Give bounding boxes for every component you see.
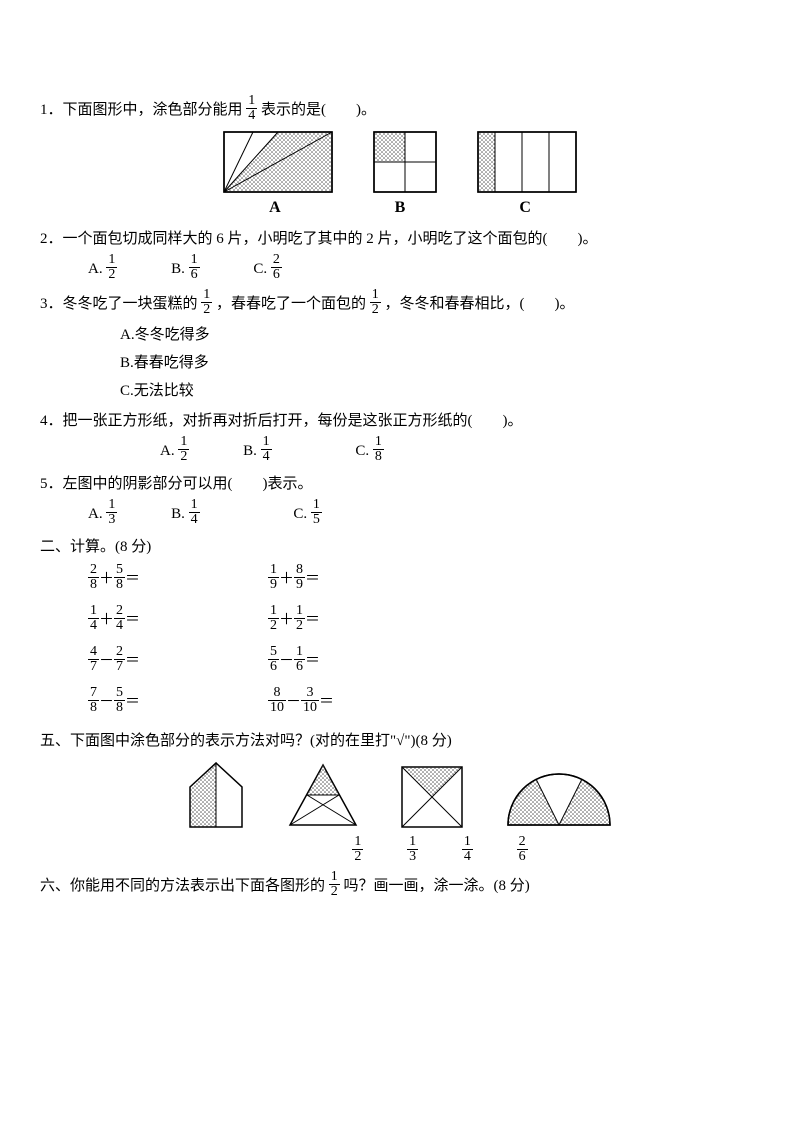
q1-fig-a [223,131,333,193]
section-5: 五、下面图中涂色部分的表示方法对吗？(对的在里打"√")(8 分) [40,729,760,866]
q1-frac: 14 [246,94,257,123]
calc-cell: 14＋24＝ [88,600,268,641]
calc-cell: 12＋12＝ [268,600,448,641]
q1-text-a: 1．下面图形中，涂色部分能用 [40,102,243,118]
q5-opt-a: A. 13 [88,500,117,529]
calc-cell: 19＋89＝ [268,559,448,600]
q2-opt-c: C. 26 [253,255,282,284]
sec5-labels: 12 13 14 26 [40,837,760,866]
calc-cell: 28＋58＝ [88,559,268,600]
calc-row: 28＋58＝19＋89＝ [88,559,760,600]
q2-opt-b: B. 16 [171,255,200,284]
sec5-fig-2 [286,761,360,829]
section-6: 六、你能用不同的方法表示出下面各图形的 12 吗？画一画，涂一涂。(8 分) [40,872,760,901]
calc-row: 78－58＝810－310＝ [88,682,760,723]
q4-opt-a: A. 12 [160,437,189,466]
question-4: 4．把一张正方形纸，对折再对折后打开，每份是这张正方形纸的( )。 A. 12 … [40,409,760,466]
q5-opt-b: B. 14 [171,500,200,529]
question-3: 3．冬冬吃了一块蛋糕的 12 ，春春吃了一个面包的 12 ，冬冬和春春相比，( … [40,290,760,403]
q1-fig-c [477,131,577,193]
q1-figures [40,131,760,193]
q2-opt-a: A. 12 [88,255,117,284]
q4-opt-c: C. 18 [355,437,384,466]
sec5-fig-3 [400,765,464,829]
section-2: 二、计算。(8 分) 28＋58＝19＋89＝14＋24＝12＋12＝47－27… [40,535,760,723]
sec5-fig-4 [504,765,614,829]
calc-cell: 810－310＝ [268,682,448,723]
q1-fig-b [373,131,437,193]
q3-opt-b: B.春春吃得多 [120,351,760,375]
sec5-figures [40,761,760,829]
q3-opt-c: C.无法比较 [120,379,760,403]
q1-figure-labels: A B C [40,195,760,221]
sec5-fig-1 [186,761,246,829]
q1-text-b: 表示的是( )。 [261,102,376,118]
calc-cell: 78－58＝ [88,682,268,723]
question-2: 2．一个面包切成同样大的 6 片，小明吃了其中的 2 片，小明吃了这个面包的( … [40,227,760,284]
q4-opt-b: B. 14 [243,437,272,466]
calc-cell: 56－16＝ [268,641,448,682]
q5-opt-c: C. 15 [293,500,322,529]
calc-cell: 47－27＝ [88,641,268,682]
q2-text: 2．一个面包切成同样大的 6 片，小明吃了其中的 2 片，小明吃了这个面包的( … [40,227,760,251]
calc-row: 47－27＝56－16＝ [88,641,760,682]
calc-row: 14＋24＝12＋12＝ [88,600,760,641]
question-1: 1．下面图形中，涂色部分能用 14 表示的是( )。 [40,96,760,221]
calc-block: 28＋58＝19＋89＝14＋24＝12＋12＝47－27＝56－16＝78－5… [88,559,760,723]
question-5: 5．左图中的阴影部分可以用( )表示。 A. 13 B. 14 C. 15 [40,472,760,529]
q3-opt-a: A.冬冬吃得多 [120,323,760,347]
